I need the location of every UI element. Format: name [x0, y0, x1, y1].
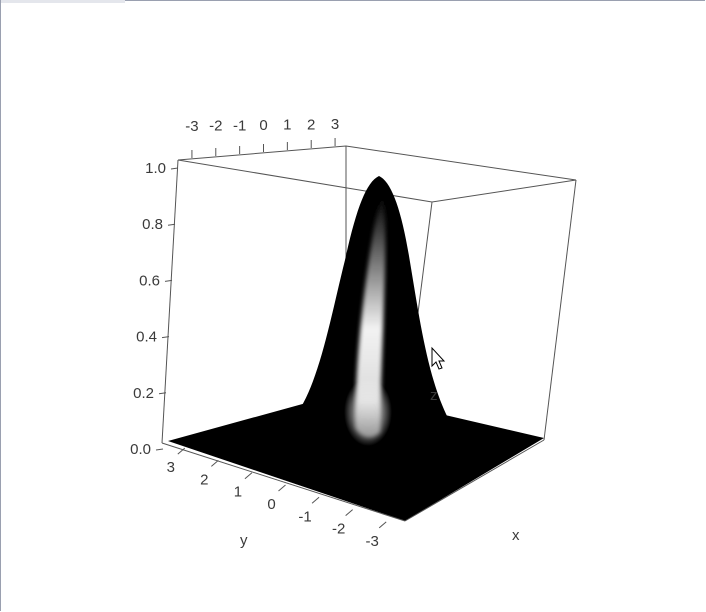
x-axis-tick-label: 2: [307, 116, 315, 133]
surface-peak-highlight: [355, 196, 386, 437]
surface-peak: [292, 176, 448, 446]
box-edge-front-left-bottom: [161, 442, 406, 522]
x-axis-tick-label: -2: [209, 118, 222, 135]
arrow-cursor-icon: [431, 346, 446, 370]
z-axis-tick: [161, 336, 170, 339]
z-axis-tick-label: 0.2: [133, 385, 154, 402]
z-axis: 0.0 0.2 0.4 0.6 0.8 1.0: [130, 160, 179, 458]
x-axis-tick-label: 1: [283, 117, 291, 134]
z-axis-tick-label: 0.4: [136, 329, 157, 346]
z-axis-tick-label: 0.8: [142, 216, 163, 233]
y-axis-tick: [311, 496, 320, 504]
z-axis-tick-label: 0.6: [139, 272, 160, 289]
y-axis-tick-label: 2: [200, 471, 208, 488]
z-axis-tick: [155, 448, 164, 451]
x-axis-tick-label: 0: [259, 117, 267, 134]
y-axis-tick-label: -3: [366, 533, 379, 550]
x-axis: -3 -2 -1 0 1 2 3: [185, 116, 339, 158]
box-edge-back-top: [177, 145, 577, 181]
y-axis-tick-label: 0: [267, 496, 275, 513]
z-axis-tick: [158, 392, 167, 395]
y-axis-tick-label: 3: [167, 459, 175, 476]
box-edge-front-top: [177, 159, 577, 203]
surface-floor: [168, 392, 544, 521]
x-axis-tick-label: 3: [331, 116, 339, 133]
z-axis-tick-label: 0.0: [130, 441, 151, 458]
z-axis-label: z: [430, 387, 438, 404]
z-axis-tick-label: 1.0: [145, 160, 166, 177]
x-axis-label: x: [512, 527, 520, 544]
y-axis-tick: [211, 460, 219, 467]
y-axis-tick: [278, 484, 286, 492]
y-axis-label: y: [240, 532, 248, 549]
x-axis-tick-label: -1: [233, 117, 246, 134]
box-back-edges: [161, 145, 577, 444]
z-axis-tick: [170, 167, 179, 170]
y-axis-tick: [177, 447, 186, 455]
box-edge-left-vertical: [161, 159, 179, 444]
y-axis-tick: [378, 521, 387, 529]
box-edge-front-right-bottom: [404, 439, 545, 522]
y-axis: 3 2 1 0 -1 -2 -3: [167, 447, 387, 550]
y-axis-tick-label: -1: [298, 508, 311, 525]
y-axis-tick: [345, 509, 353, 516]
box-front-edges: [161, 439, 545, 522]
box-edge-right-vertical: [543, 179, 577, 441]
y-axis-tick-label: 1: [234, 484, 242, 501]
y-axis-tick: [244, 472, 253, 480]
y-axis-tick-label: -2: [332, 521, 345, 538]
z-axis-tick: [167, 223, 176, 226]
x-axis-tick-label: -3: [185, 118, 198, 135]
z-axis-tick: [164, 279, 173, 282]
window-tab-stub: [1, 0, 125, 3]
